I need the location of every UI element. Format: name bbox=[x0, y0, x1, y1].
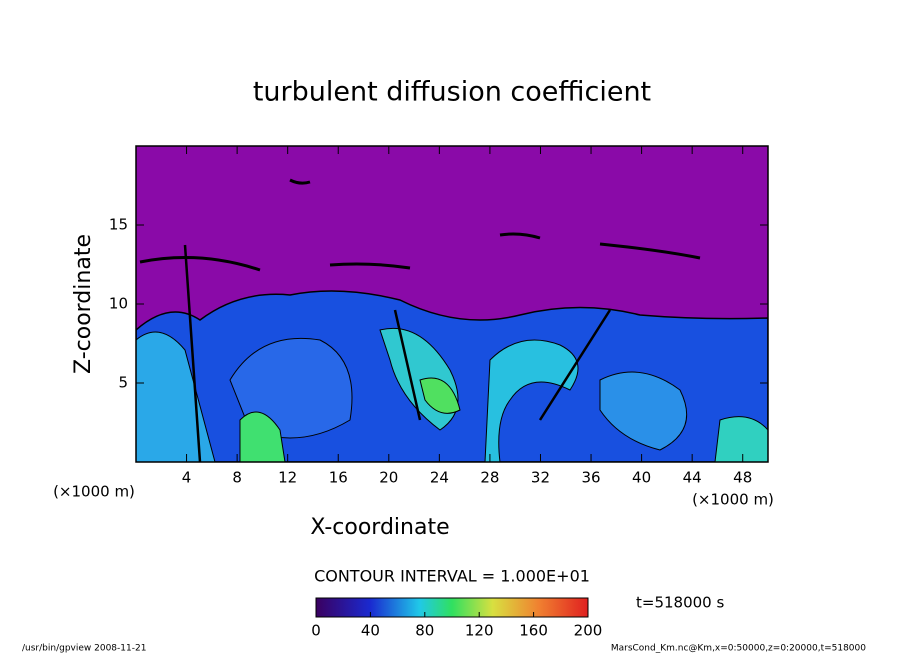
x-tick-label: 24 bbox=[430, 469, 449, 487]
colorbar bbox=[315, 597, 589, 618]
colorbar-tick-label: 0 bbox=[311, 622, 321, 640]
x-tick-label: 40 bbox=[632, 469, 651, 487]
y-tick-label: 5 bbox=[118, 374, 128, 392]
x-unit-label: (×1000 m) bbox=[692, 491, 774, 509]
x-tick-label: 20 bbox=[379, 469, 398, 487]
x-tick-label: 32 bbox=[531, 469, 550, 487]
footer-right: MarsCond_Km.nc@Km,x=0:50000,z=0:20000,t=… bbox=[611, 644, 866, 654]
colorbar-tick-label: 160 bbox=[519, 622, 548, 640]
x-tick-label: 8 bbox=[232, 469, 242, 487]
contour-interval: CONTOUR INTERVAL = 1.000E+01 bbox=[314, 567, 590, 586]
y-unit-label: (×1000 m) bbox=[53, 483, 135, 501]
y-tick-label: 10 bbox=[109, 295, 128, 313]
colorbar-tick-label: 40 bbox=[361, 622, 380, 640]
footer-left: /usr/bin/gpview 2008-11-21 bbox=[22, 644, 146, 654]
chart-title: turbulent diffusion coefficient bbox=[253, 77, 651, 108]
contour-field bbox=[136, 146, 768, 462]
colorbar-tick-label: 80 bbox=[415, 622, 434, 640]
colorbar-tick-label: 120 bbox=[465, 622, 494, 640]
x-axis-label: X-coordinate bbox=[310, 515, 449, 540]
x-tick-label: 12 bbox=[278, 469, 297, 487]
x-tick-label: 44 bbox=[683, 469, 702, 487]
x-tick-label: 28 bbox=[480, 469, 499, 487]
colorbar-tick-label: 200 bbox=[574, 622, 603, 640]
x-tick-label: 4 bbox=[182, 469, 192, 487]
x-tick-label: 36 bbox=[581, 469, 600, 487]
y-axis-label: Z-coordinate bbox=[71, 234, 96, 374]
y-tick-label: 15 bbox=[109, 216, 128, 234]
x-tick-label: 48 bbox=[733, 469, 752, 487]
x-tick-label: 16 bbox=[329, 469, 348, 487]
time-label: t=518000 s bbox=[636, 594, 724, 612]
